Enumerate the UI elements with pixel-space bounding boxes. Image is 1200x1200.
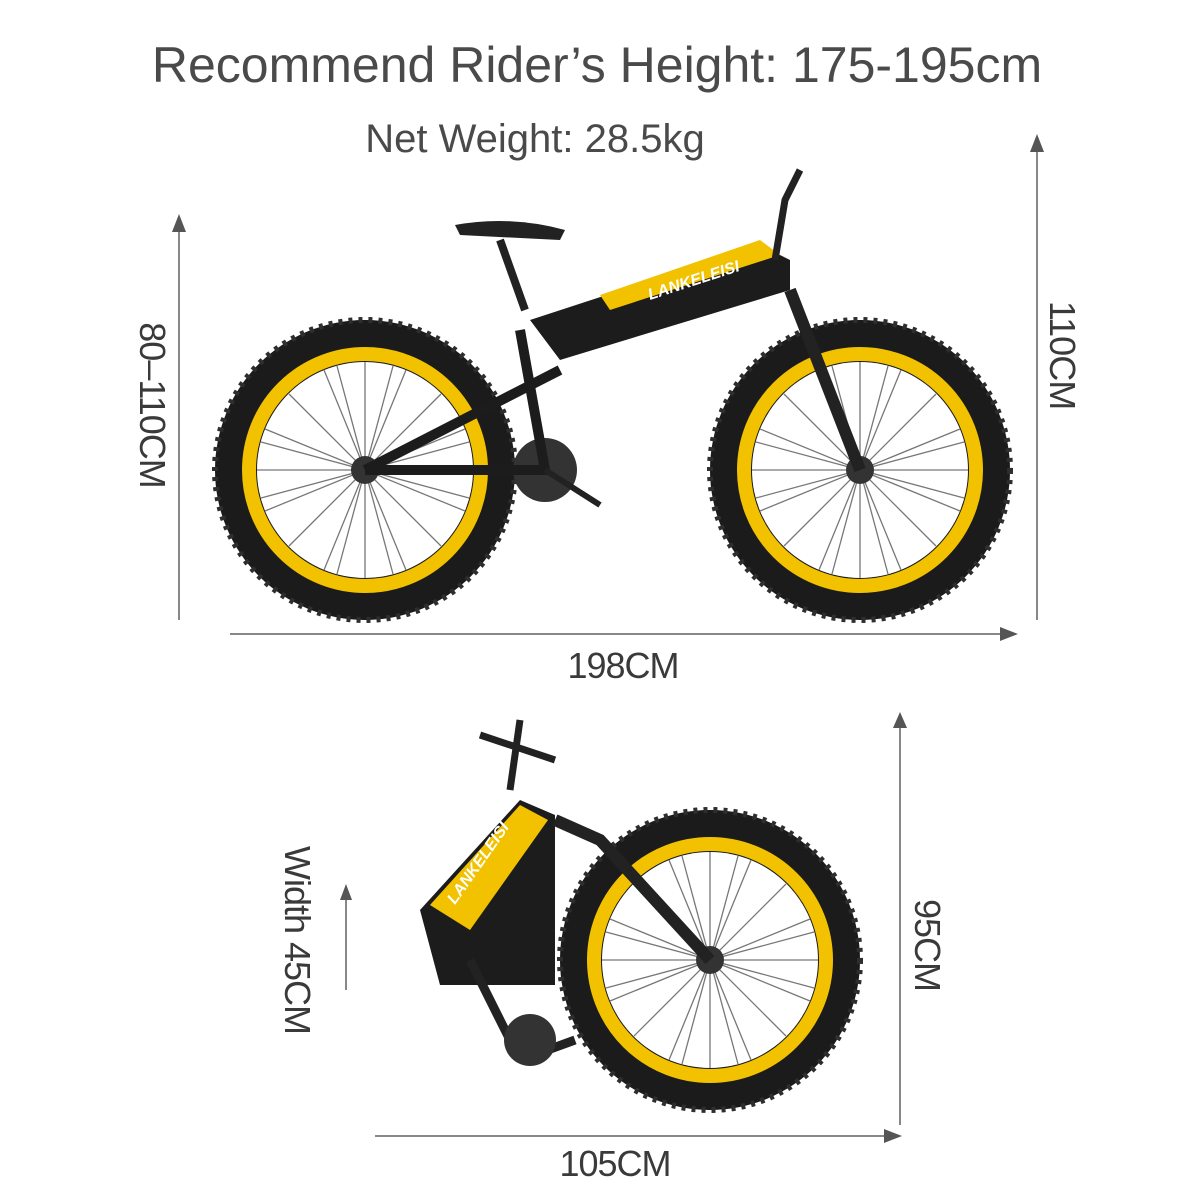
length-label: 198CM: [567, 645, 678, 686]
folded-length-dimension: 105CM: [375, 1129, 902, 1184]
folded-height-dimension: 95CM: [893, 712, 948, 1125]
folded-width-label: Width 45CM: [277, 846, 318, 1034]
folded-length-label: 105CM: [559, 1143, 670, 1184]
folded-bike-image: LANKELEISI: [420, 719, 860, 1110]
folded-width-dimension: Width 45CM: [277, 846, 352, 1034]
rider-height-title: Recommend Rider’s Height: 175-195cm: [152, 37, 1042, 93]
total-height-label: 110CM: [1042, 301, 1083, 409]
folded-height-label: 95CM: [907, 899, 948, 991]
total-height-dimension: 110CM: [1030, 134, 1083, 620]
length-dimension: 198CM: [230, 627, 1018, 686]
unfolded-bike-image: LANKELEISI: [215, 168, 1010, 620]
seat-height-dimension: 80–110CM: [132, 214, 186, 620]
seat-height-label: 80–110CM: [132, 322, 173, 487]
net-weight-label: Net Weight: 28.5kg: [365, 117, 704, 161]
